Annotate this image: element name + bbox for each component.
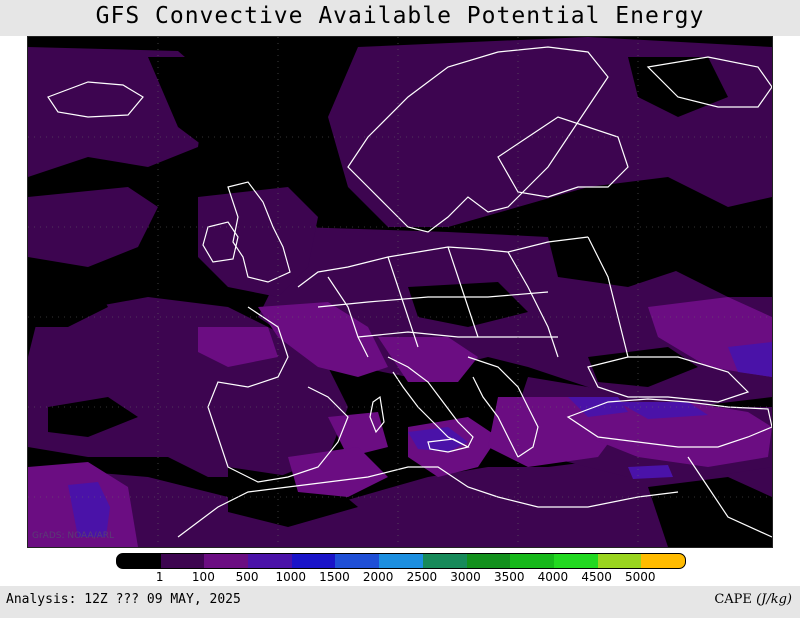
footer-bar <box>0 586 800 618</box>
lat-lon-grid <box>28 37 772 547</box>
colorbar-tick-label: 100 <box>191 570 215 584</box>
colorbar-segment <box>291 554 336 568</box>
units-label: CAPE (J/kg) <box>714 592 792 607</box>
colorbar-labels: 1 100 500 1000 1500 2000 2500 3000 3500 4000 4500 5… <box>116 570 684 586</box>
colorbar-segment <box>204 554 249 568</box>
title-bar: GFS Convective Available Potential Energ… <box>0 0 800 36</box>
colorbar-segment <box>422 554 467 568</box>
colorbar-segment <box>597 554 642 568</box>
chart-title: GFS Convective Available Potential Energ… <box>95 3 705 29</box>
colorbar-segment <box>466 554 511 568</box>
colorbar-tick-label: 3500 <box>493 570 525 584</box>
colorbar <box>116 553 686 569</box>
colorbar-tick-label: 4000 <box>537 570 569 584</box>
colorbar-segment <box>553 554 598 568</box>
colorbar-tick-label: 5000 <box>625 570 656 584</box>
colorbar-tick-label: 1500 <box>319 570 350 584</box>
map-panel: GrADS: NOAA/ARL <box>27 36 773 548</box>
cape-map <box>28 37 772 547</box>
colorbar-tick-label: 1 <box>155 570 164 584</box>
units-value: (J/kg) <box>756 592 792 607</box>
colorbar-tick-label: 3000 <box>450 570 481 584</box>
colorbar-tick-label: 2500 <box>406 570 438 584</box>
colorbar-segment <box>117 554 161 568</box>
colorbar-segment <box>641 554 685 568</box>
colorbar-tick-label: 4500 <box>581 570 612 584</box>
coastlines <box>47 46 772 538</box>
colorbar-segment <box>510 554 554 568</box>
colorbar-segment <box>160 554 205 568</box>
colorbar-segment <box>248 554 292 568</box>
colorbar-segment <box>335 554 380 568</box>
colorbar-tick-label: 500 <box>235 570 259 584</box>
units-prefix: CAPE <box>714 592 752 607</box>
colorbar-tick-label: 1000 <box>275 570 307 584</box>
watermark: GrADS: NOAA/ARL <box>32 531 115 541</box>
colorbar-tick-label: 2000 <box>362 570 394 584</box>
colorbar-segment <box>379 554 423 568</box>
analysis-time: Analysis: 12Z ??? 09 MAY, 2025 <box>6 592 241 607</box>
